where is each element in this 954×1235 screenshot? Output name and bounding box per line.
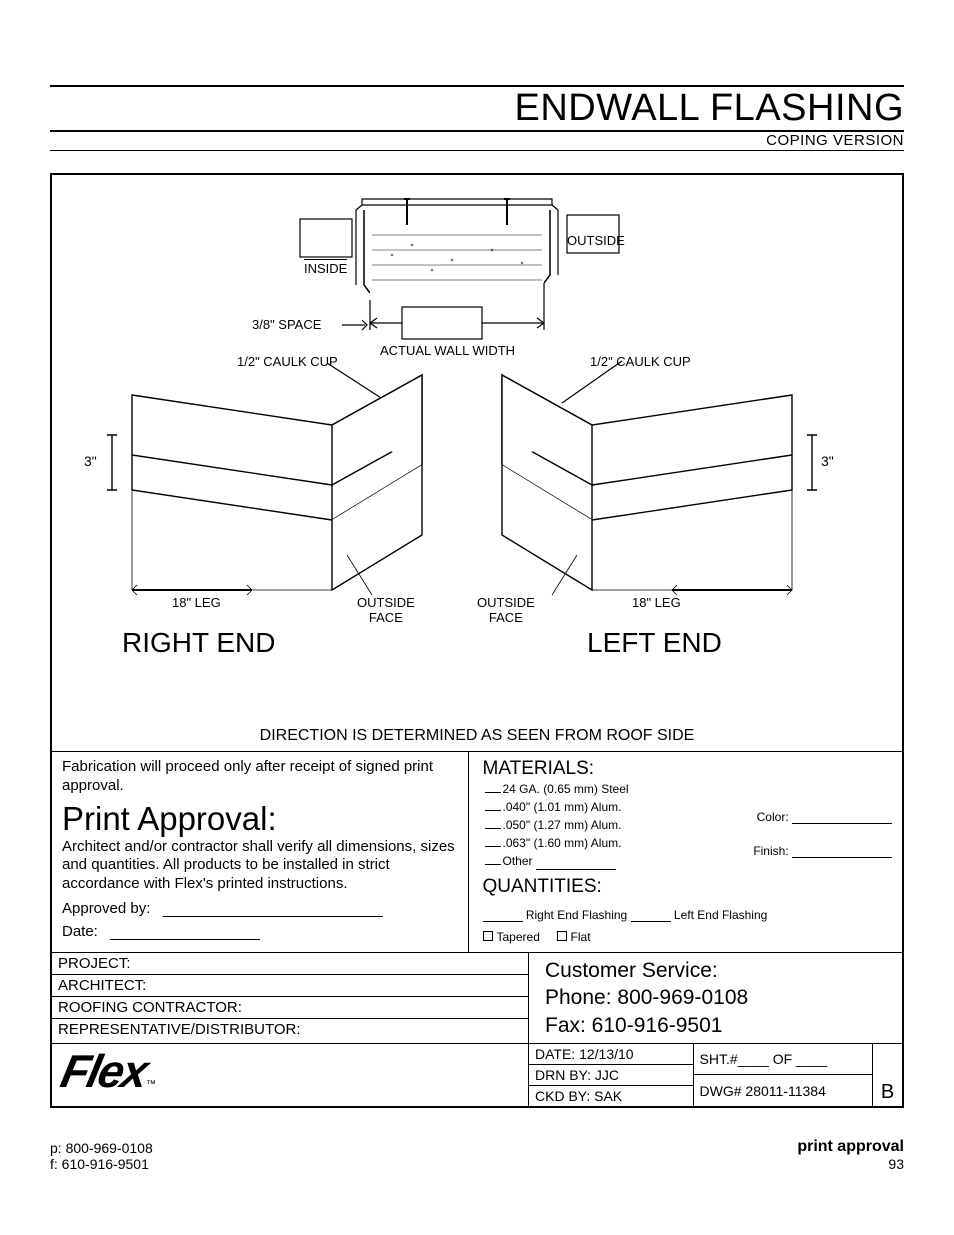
diagram: INSIDE OUTSIDE 3/8" SPACE ACTUAL WALL WI… [52, 175, 902, 723]
meta-col-1: DATE: 12/13/10 DRN BY: JJC CKD BY: SAK [528, 1044, 693, 1106]
label-left-end: LEFT END [587, 627, 722, 659]
label-space: 3/8" SPACE [252, 317, 321, 332]
label-caulk-left: 1/2" CAULK CUP [237, 354, 338, 369]
label-leg-left: 18" LEG [172, 595, 221, 610]
drawing-frame: INSIDE OUTSIDE 3/8" SPACE ACTUAL WALL WI… [50, 173, 904, 1108]
project-fields: PROJECT: ARCHITECT: ROOFING CONTRACTOR: … [52, 953, 528, 1043]
meta-col-2: SHT.#____ OF ____ DWG# 28011-11384 [693, 1044, 872, 1106]
revision: B [872, 1044, 902, 1106]
customer-service: Customer Service: Phone: 800-969-0108 Fa… [528, 953, 902, 1043]
date-line: Date: [62, 923, 458, 940]
qty-line: Right End Flashing Left End Flashing [483, 908, 893, 922]
quantities-title: QUANTITIES: [483, 876, 893, 898]
label-outface-right: OUTSIDE FACE [477, 595, 535, 625]
page-title: ENDWALL FLASHING [50, 89, 904, 129]
label-3in-right: 3" [821, 453, 834, 469]
label-wall-width: ACTUAL WALL WIDTH [380, 343, 515, 358]
logo-cell: Flex™ [52, 1044, 528, 1106]
fab-note: Fabrication will proceed only after rece… [62, 758, 458, 796]
materials-title: MATERIALS: [483, 758, 893, 780]
approved-by-line: Approved by: [62, 900, 458, 917]
label-outside: OUTSIDE [567, 233, 625, 248]
direction-note: DIRECTION IS DETERMINED AS SEEN FROM ROO… [52, 727, 902, 745]
label-inside: INSIDE [304, 259, 347, 276]
flex-logo: Flex [57, 1048, 151, 1094]
print-approval-title: Print Approval: [62, 800, 458, 838]
label-leg-right: 18" LEG [632, 595, 681, 610]
footer-right: print approval 93 [797, 1138, 904, 1172]
label-3in-left: 3" [84, 453, 97, 469]
color-field: Color: [757, 810, 892, 824]
finish-field: Finish: [753, 844, 892, 858]
footer-contact: p: 800-969-0108 f: 610-916-9501 [50, 1140, 153, 1172]
label-right-end: RIGHT END [122, 627, 276, 659]
label-outface-left: OUTSIDE FACE [357, 595, 415, 625]
page-subtitle: COPING VERSION [50, 132, 904, 149]
label-caulk-right: 1/2" CAULK CUP [590, 354, 691, 369]
print-approval-body: Architect and/or contractor shall verify… [62, 838, 458, 894]
tapered-flat: Tapered Flat [483, 930, 893, 944]
